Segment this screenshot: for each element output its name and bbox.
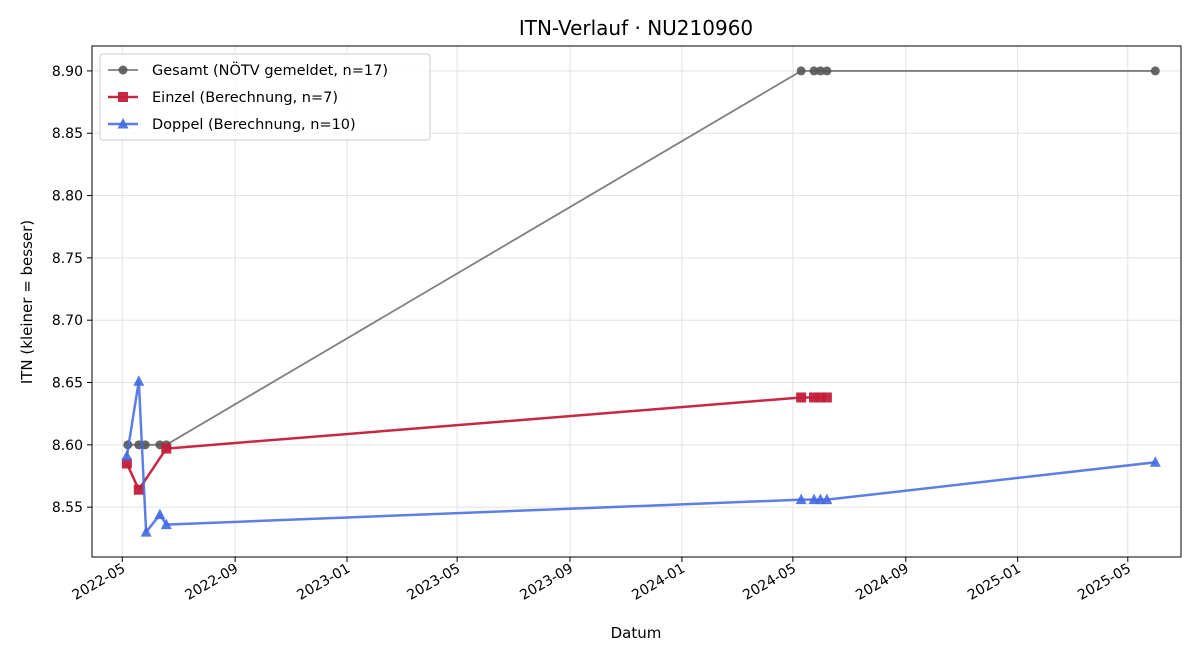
data-point <box>821 493 833 505</box>
data-point <box>154 508 166 520</box>
y-tick-label: 8.60 <box>52 438 83 454</box>
data-point <box>121 450 133 461</box>
data-point <box>821 392 832 403</box>
data-point <box>1150 66 1160 76</box>
data-point <box>133 484 144 495</box>
data-point <box>133 375 145 386</box>
data-point <box>796 66 806 76</box>
y-tick-label: 8.55 <box>52 500 83 516</box>
data-point <box>161 443 172 454</box>
series-3 <box>121 375 1161 537</box>
y-axis-label: ITN (kleiner = besser) <box>18 220 36 384</box>
y-tick-label: 8.75 <box>52 251 83 267</box>
legend-item: Doppel (Berechnung, n=10) <box>108 117 356 133</box>
legend-label: Einzel (Berechnung, n=7) <box>152 90 338 106</box>
data-point <box>815 392 826 403</box>
legend-marker <box>118 92 128 102</box>
legend-label: Gesamt (NÖTV gemeldet, n=17) <box>152 61 388 79</box>
legend-marker <box>117 118 129 129</box>
data-point <box>815 66 825 76</box>
series-line <box>125 380 1156 534</box>
x-axis-label: Datum <box>611 624 662 642</box>
y-tick-label: 8.90 <box>52 64 83 80</box>
legend-marker <box>118 65 128 75</box>
data-point <box>795 493 807 505</box>
y-tick-label: 8.70 <box>52 313 83 329</box>
series-layer <box>121 66 1161 537</box>
legend-item: Einzel (Berechnung, n=7) <box>108 90 338 106</box>
y-tick-label: 8.65 <box>52 376 83 392</box>
data-point <box>809 66 819 76</box>
legend: Gesamt (NÖTV gemeldet, n=17) Einzel (Bere… <box>99 53 431 141</box>
legend-box <box>99 53 431 141</box>
data-point <box>809 392 820 403</box>
legend-item: Gesamt (NÖTV gemeldet, n=17) <box>108 61 388 79</box>
data-point <box>140 526 152 537</box>
y-axis-ticks: 8.55 8.60 8.65 8.70 8.75 8.80 8.85 8.90 <box>52 64 92 516</box>
plot-frame <box>91 45 1182 558</box>
data-point <box>160 518 172 530</box>
data-point <box>1149 456 1161 467</box>
data-point <box>121 458 132 469</box>
chart-title: ITN-Verlauf · NU210960 <box>519 16 753 40</box>
legend-label: Doppel (Berechnung, n=10) <box>152 117 356 133</box>
data-point <box>796 392 807 403</box>
series-2 <box>121 392 832 495</box>
y-tick-label: 8.85 <box>52 126 83 142</box>
data-point <box>822 66 832 76</box>
y-tick-label: 8.80 <box>52 189 83 205</box>
